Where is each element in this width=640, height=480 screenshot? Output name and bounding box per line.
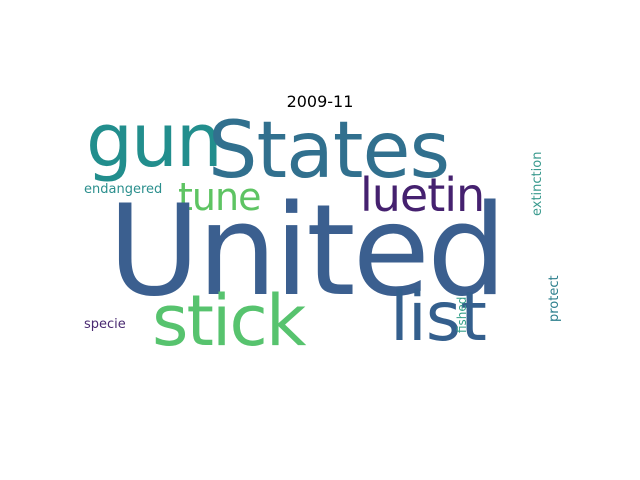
word-extinction: extinction <box>530 151 545 216</box>
word-endangered: endangered <box>84 182 163 197</box>
word-states: States <box>208 106 450 196</box>
word-tune: tune <box>178 175 261 219</box>
word-specie: specie <box>84 317 126 332</box>
word-list: list <box>390 278 487 357</box>
word-fished: fished <box>455 296 469 333</box>
word-stick: stick <box>152 280 306 362</box>
word-protect: protect <box>547 275 562 322</box>
chart-title: 2009-11 <box>286 92 354 111</box>
word-luetin: luetin <box>360 168 485 222</box>
word-united: United <box>108 177 507 324</box>
word-gun: gun <box>86 98 223 184</box>
